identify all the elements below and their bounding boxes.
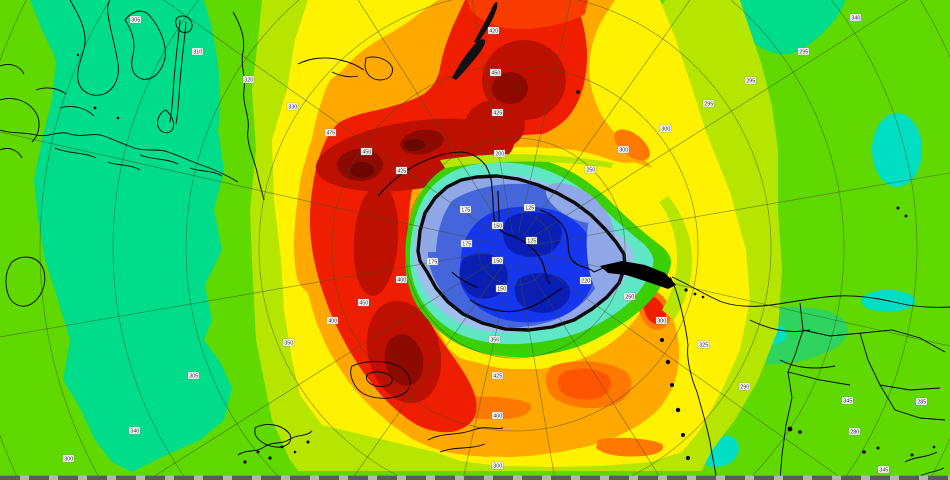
svg-text:125: 125 <box>527 239 536 245</box>
svg-text:350: 350 <box>284 341 293 347</box>
svg-text:300: 300 <box>661 127 670 133</box>
svg-text:200: 200 <box>495 152 504 158</box>
svg-text:305: 305 <box>189 374 198 380</box>
svg-text:295: 295 <box>704 102 713 108</box>
svg-text:300: 300 <box>619 148 628 154</box>
svg-text:330: 330 <box>288 105 297 111</box>
svg-text:125: 125 <box>525 206 534 212</box>
svg-text:220: 220 <box>581 279 590 285</box>
svg-text:175: 175 <box>462 242 471 248</box>
svg-text:280: 280 <box>850 430 859 436</box>
svg-text:250: 250 <box>586 168 595 174</box>
svg-text:290: 290 <box>740 385 749 391</box>
svg-text:345: 345 <box>843 399 852 405</box>
svg-text:150: 150 <box>493 224 502 230</box>
svg-text:450: 450 <box>362 150 371 156</box>
svg-text:425: 425 <box>493 111 502 117</box>
svg-text:350: 350 <box>490 338 499 344</box>
svg-text:300: 300 <box>657 319 666 325</box>
svg-text:450: 450 <box>491 71 500 77</box>
svg-text:175: 175 <box>428 260 437 266</box>
svg-text:295: 295 <box>799 50 808 56</box>
svg-text:400: 400 <box>328 319 337 325</box>
svg-text:425: 425 <box>493 374 502 380</box>
svg-text:425: 425 <box>397 169 406 175</box>
svg-text:450: 450 <box>359 301 368 307</box>
svg-text:345: 345 <box>879 468 888 474</box>
svg-text:320: 320 <box>244 78 253 84</box>
svg-text:340: 340 <box>130 429 139 435</box>
svg-text:400: 400 <box>493 414 502 420</box>
svg-text:300: 300 <box>64 457 73 463</box>
svg-text:175: 175 <box>461 208 470 214</box>
svg-text:300: 300 <box>493 464 502 470</box>
svg-text:295: 295 <box>746 79 755 85</box>
svg-text:150: 150 <box>497 287 506 293</box>
svg-text:285: 285 <box>917 400 926 406</box>
svg-text:150: 150 <box>493 259 502 265</box>
svg-text:340: 340 <box>851 16 860 22</box>
svg-text:325: 325 <box>699 343 708 349</box>
svg-text:305: 305 <box>131 18 140 24</box>
svg-text:420: 420 <box>489 29 498 35</box>
svg-text:475: 475 <box>326 131 335 137</box>
svg-text:310: 310 <box>193 50 202 56</box>
svg-text:400: 400 <box>397 278 406 284</box>
svg-text:250: 250 <box>625 295 634 301</box>
